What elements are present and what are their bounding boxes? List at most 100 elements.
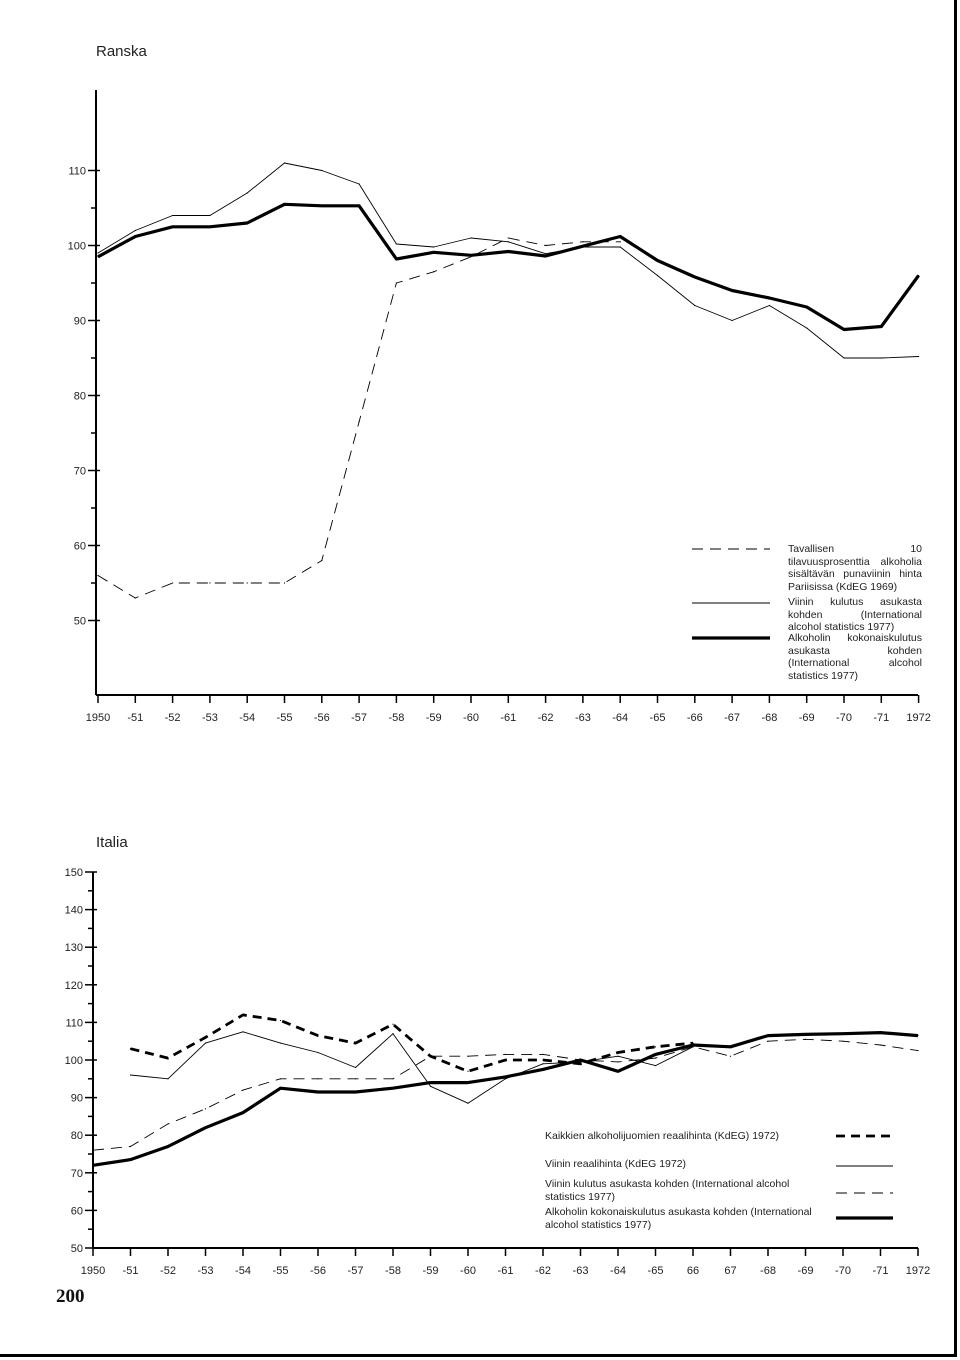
x-tick-label: -64 <box>612 712 628 724</box>
x-tick-label: -59 <box>426 712 442 724</box>
x-tick-label: -63 <box>575 712 591 724</box>
x-tick-label: -56 <box>314 712 330 724</box>
data-point <box>392 1023 394 1025</box>
x-tick-label: -54 <box>235 1265 251 1277</box>
y-tick-label: 90 <box>71 1093 83 1105</box>
y-tick-label: 100 <box>68 241 86 253</box>
x-tick-label: -52 <box>160 1265 176 1277</box>
legend-entry: Alkoholin kokonaiskulutus asukasta kohde… <box>788 632 922 682</box>
data-point <box>246 582 248 584</box>
x-tick-label: -60 <box>463 712 479 724</box>
x-tick-label: -54 <box>239 712 255 724</box>
x-tick-label: -61 <box>500 712 516 724</box>
x-tick-label: -65 <box>650 712 666 724</box>
x-tick-label: -57 <box>348 1265 364 1277</box>
y-tick-label: 110 <box>68 166 86 178</box>
x-tick-label: 67 <box>724 1265 736 1277</box>
legend-label: Viinin kulutus asukasta kohden (Internat… <box>545 1178 790 1203</box>
y-tick-label: 70 <box>74 466 86 478</box>
data-point <box>283 582 286 584</box>
x-tick-label: -68 <box>760 1265 776 1277</box>
x-tick-label: -71 <box>873 1265 889 1277</box>
y-tick-label: 110 <box>65 1017 83 1029</box>
x-tick-label: -64 <box>610 1265 626 1277</box>
x-tick-label: 1972 <box>906 712 930 724</box>
series-line-3 <box>97 202 920 332</box>
page-number: 200 <box>56 1286 85 1307</box>
data-point <box>429 1055 432 1057</box>
x-tick-label: -58 <box>385 1265 401 1277</box>
x-tick-label: -68 <box>761 712 777 724</box>
series-line-3 <box>92 1038 919 1151</box>
x-tick-label: -58 <box>388 712 404 724</box>
x-tick-label: -56 <box>310 1265 326 1277</box>
x-tick-label: -69 <box>798 1265 814 1277</box>
y-tick-label: 50 <box>71 1243 83 1255</box>
series-line-2 <box>130 1031 694 1104</box>
data-point <box>507 237 509 239</box>
y-tick-label: 60 <box>74 541 86 553</box>
x-tick-label: -62 <box>535 1265 551 1277</box>
legend-entry: Tavallisen 10 tilavuusprosenttia alkohol… <box>788 543 922 593</box>
x-tick-label: -70 <box>836 712 852 724</box>
x-tick-label: -55 <box>273 1265 289 1277</box>
chart-italia: Italia 150 140 130 120 110 100 90 80 70 60 50 1950 -5… <box>65 834 931 1277</box>
x-tick-label: -53 <box>202 712 218 724</box>
legend-entry: Viinin reaalihinta (KdEG 1972) <box>545 1158 687 1170</box>
y-tick-label: 90 <box>74 316 86 328</box>
x-tick-label: -67 <box>724 712 740 724</box>
x-tick-label: 1972 <box>906 1265 930 1277</box>
x-tick-label: 1950 <box>86 712 110 724</box>
x-tick-label: -62 <box>538 712 554 724</box>
data-point <box>467 1070 469 1072</box>
data-point <box>279 1019 282 1022</box>
x-tick-label: -61 <box>498 1265 514 1277</box>
x-tick-label: -65 <box>648 1265 664 1277</box>
y-tick-label: 140 <box>65 905 83 917</box>
x-tick-label: -70 <box>835 1265 851 1277</box>
y-tick-label: 60 <box>71 1205 83 1217</box>
legend-label: Alkoholin kokonaiskulutus asukasta kohde… <box>788 632 922 682</box>
legend-entry: Viinin kulutus asukasta kohden (Internat… <box>545 1178 790 1203</box>
data-point <box>654 1046 657 1048</box>
series-line-2 <box>97 162 919 359</box>
x-tick-label: -69 <box>799 712 815 724</box>
x-tick-label: -52 <box>165 712 181 724</box>
data-point <box>204 1108 207 1110</box>
y-tick-label: 80 <box>74 391 86 403</box>
series-line-1 <box>97 237 621 599</box>
y-tick-label: 50 <box>74 616 86 628</box>
legend-entry: Viinin kulutus asukasta kohden (Internat… <box>788 596 922 633</box>
data-point <box>172 582 174 584</box>
chart-title: Ranska <box>96 43 148 60</box>
legend-entry: Alkoholin kokonaiskulutus asukasta kohde… <box>545 1206 812 1231</box>
series-line-1 <box>130 1013 694 1073</box>
y-tick-label: 80 <box>71 1130 83 1142</box>
x-tick-label: 1950 <box>81 1265 105 1277</box>
x-tick-label: -66 <box>687 712 703 724</box>
y-tick-label: 120 <box>65 980 83 992</box>
x-tick-label: -59 <box>423 1265 439 1277</box>
x-tick-label: -57 <box>351 712 367 724</box>
y-tick-label: 150 <box>65 867 83 879</box>
legend-label: Viinin kulutus asukasta kohden (Internat… <box>788 596 922 633</box>
x-tick-label: -71 <box>873 712 889 724</box>
x-tick-label: -53 <box>198 1265 214 1277</box>
x-tick-label: 66 <box>687 1265 699 1277</box>
chart-title: Italia <box>96 834 128 851</box>
y-tick-label: 100 <box>65 1055 83 1067</box>
x-tick-label: -51 <box>127 712 143 724</box>
data-point <box>209 582 211 584</box>
x-tick-label: -60 <box>460 1265 476 1277</box>
y-tick-label: 130 <box>65 942 83 954</box>
y-tick-label: 70 <box>71 1168 83 1180</box>
legend-label: Kaikkien alkoholijuomien reaalihinta (Kd… <box>545 1130 780 1142</box>
legend-entry: Kaikkien alkoholijuomien reaalihinta (Kd… <box>545 1130 780 1142</box>
legend-label: Viinin reaalihinta (KdEG 1972) <box>545 1158 687 1170</box>
data-point <box>729 1055 732 1057</box>
chart-ranska: Ranska 110 100 90 80 70 60 50 1950 -51 -52 -53 -54 -5… <box>68 43 931 724</box>
legend-label: Alkoholin kokonaiskulutus asukasta kohde… <box>545 1206 812 1231</box>
legend-label: Tavallisen 10 tilavuusprosenttia alkohol… <box>788 543 922 593</box>
x-tick-label: -63 <box>573 1265 589 1277</box>
